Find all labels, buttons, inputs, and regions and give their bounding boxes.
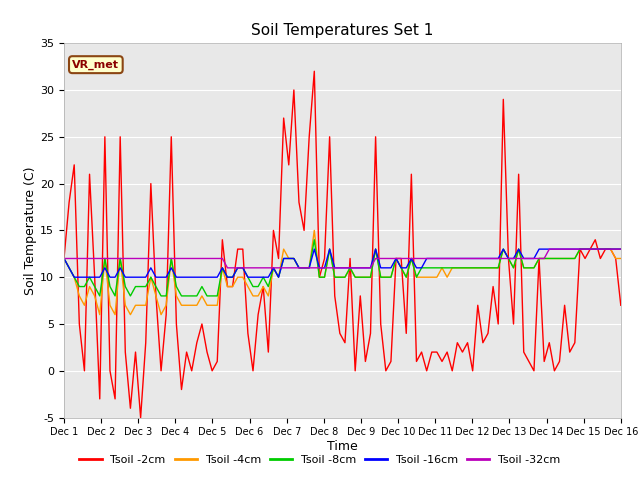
- Tsoil -32cm: [617, 246, 625, 252]
- Tsoil -2cm: [228, 284, 236, 289]
- Tsoil -32cm: [336, 265, 344, 271]
- Tsoil -16cm: [60, 255, 68, 261]
- Tsoil -2cm: [591, 237, 599, 242]
- Tsoil -8cm: [591, 246, 599, 252]
- Line: Tsoil -2cm: Tsoil -2cm: [64, 72, 621, 418]
- Tsoil -32cm: [228, 265, 236, 271]
- Tsoil -16cm: [617, 246, 625, 252]
- Tsoil -32cm: [60, 255, 68, 261]
- Title: Soil Temperatures Set 1: Soil Temperatures Set 1: [252, 23, 433, 38]
- Tsoil -16cm: [228, 274, 236, 280]
- Line: Tsoil -4cm: Tsoil -4cm: [64, 230, 621, 315]
- Tsoil -4cm: [228, 284, 236, 289]
- Tsoil -4cm: [464, 265, 472, 271]
- Tsoil -16cm: [341, 265, 349, 271]
- Tsoil -2cm: [341, 340, 349, 346]
- Line: Tsoil -16cm: Tsoil -16cm: [64, 249, 621, 277]
- Tsoil -16cm: [70, 274, 78, 280]
- Tsoil -16cm: [326, 246, 333, 252]
- Tsoil -2cm: [137, 415, 145, 420]
- Tsoil -4cm: [310, 228, 318, 233]
- Tsoil -32cm: [612, 246, 620, 252]
- Tsoil -32cm: [545, 246, 553, 252]
- Tsoil -2cm: [310, 69, 318, 74]
- Tsoil -4cm: [617, 255, 625, 261]
- Legend: Tsoil -2cm, Tsoil -4cm, Tsoil -8cm, Tsoil -16cm, Tsoil -32cm: Tsoil -2cm, Tsoil -4cm, Tsoil -8cm, Tsoi…: [75, 451, 565, 469]
- Tsoil -2cm: [617, 302, 625, 308]
- Tsoil -32cm: [223, 265, 231, 271]
- Tsoil -8cm: [464, 265, 472, 271]
- Tsoil -2cm: [326, 134, 333, 140]
- Tsoil -4cm: [612, 255, 620, 261]
- X-axis label: Time: Time: [327, 440, 358, 453]
- Tsoil -8cm: [228, 274, 236, 280]
- Tsoil -32cm: [459, 255, 467, 261]
- Tsoil -8cm: [612, 246, 620, 252]
- Tsoil -2cm: [464, 340, 472, 346]
- Tsoil -16cm: [612, 246, 620, 252]
- Line: Tsoil -32cm: Tsoil -32cm: [64, 249, 621, 268]
- Tsoil -8cm: [341, 274, 349, 280]
- Tsoil -8cm: [60, 255, 68, 261]
- Text: VR_met: VR_met: [72, 60, 119, 70]
- Line: Tsoil -8cm: Tsoil -8cm: [64, 240, 621, 296]
- Tsoil -4cm: [60, 255, 68, 261]
- Tsoil -8cm: [617, 246, 625, 252]
- Tsoil -32cm: [321, 265, 328, 271]
- Tsoil -8cm: [96, 293, 104, 299]
- Tsoil -4cm: [326, 246, 333, 252]
- Tsoil -16cm: [464, 255, 472, 261]
- Tsoil -16cm: [310, 246, 318, 252]
- Tsoil -4cm: [591, 246, 599, 252]
- Tsoil -8cm: [326, 246, 333, 252]
- Tsoil -16cm: [591, 246, 599, 252]
- Y-axis label: Soil Temperature (C): Soil Temperature (C): [24, 166, 37, 295]
- Tsoil -2cm: [60, 255, 68, 261]
- Tsoil -4cm: [96, 312, 104, 318]
- Tsoil -2cm: [612, 255, 620, 261]
- Tsoil -8cm: [310, 237, 318, 242]
- Tsoil -32cm: [591, 246, 599, 252]
- Tsoil -4cm: [341, 274, 349, 280]
